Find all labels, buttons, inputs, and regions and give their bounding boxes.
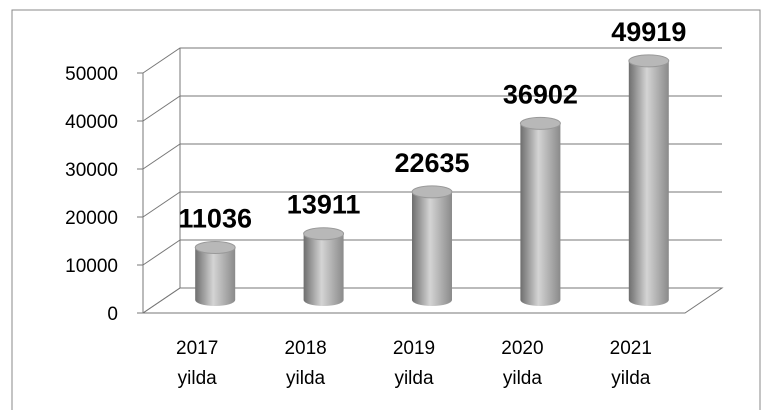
cylinder-top xyxy=(628,54,670,68)
data-label: 13911 xyxy=(287,190,361,220)
cylinder xyxy=(303,233,344,306)
x-tick-label: 2019 yilda xyxy=(392,338,436,389)
cylinder-top xyxy=(411,185,453,199)
cylinder-top xyxy=(194,241,236,255)
x-tick-label: 2018 yilda xyxy=(284,338,327,389)
y-tick-label: 40000 xyxy=(65,112,118,133)
cylinder xyxy=(195,247,236,306)
cylinder-top xyxy=(303,227,345,241)
chart-border xyxy=(11,9,761,410)
grid-line xyxy=(142,47,722,74)
data-label: 36902 xyxy=(503,79,578,109)
cylinder xyxy=(520,123,561,307)
data-label: 22635 xyxy=(394,148,469,178)
y-tick-label: 30000 xyxy=(65,160,118,181)
data-label: 11036 xyxy=(178,204,252,234)
cylinder-top xyxy=(519,116,561,130)
cylinder xyxy=(628,60,669,306)
cylinder xyxy=(412,191,452,306)
data-label: 49919 xyxy=(611,17,686,47)
y-tick-label: 20000 xyxy=(65,208,118,229)
y-tick-label: 0 xyxy=(107,304,118,325)
y-tick-label: 10000 xyxy=(65,256,118,277)
x-tick-label: 2021 yilda xyxy=(609,338,652,389)
grid-line xyxy=(142,95,722,122)
x-tick-label: 2020 yilda xyxy=(501,338,544,389)
y-tick-label: 50000 xyxy=(65,64,118,85)
x-tick-label: 2017 yilda xyxy=(176,338,219,389)
